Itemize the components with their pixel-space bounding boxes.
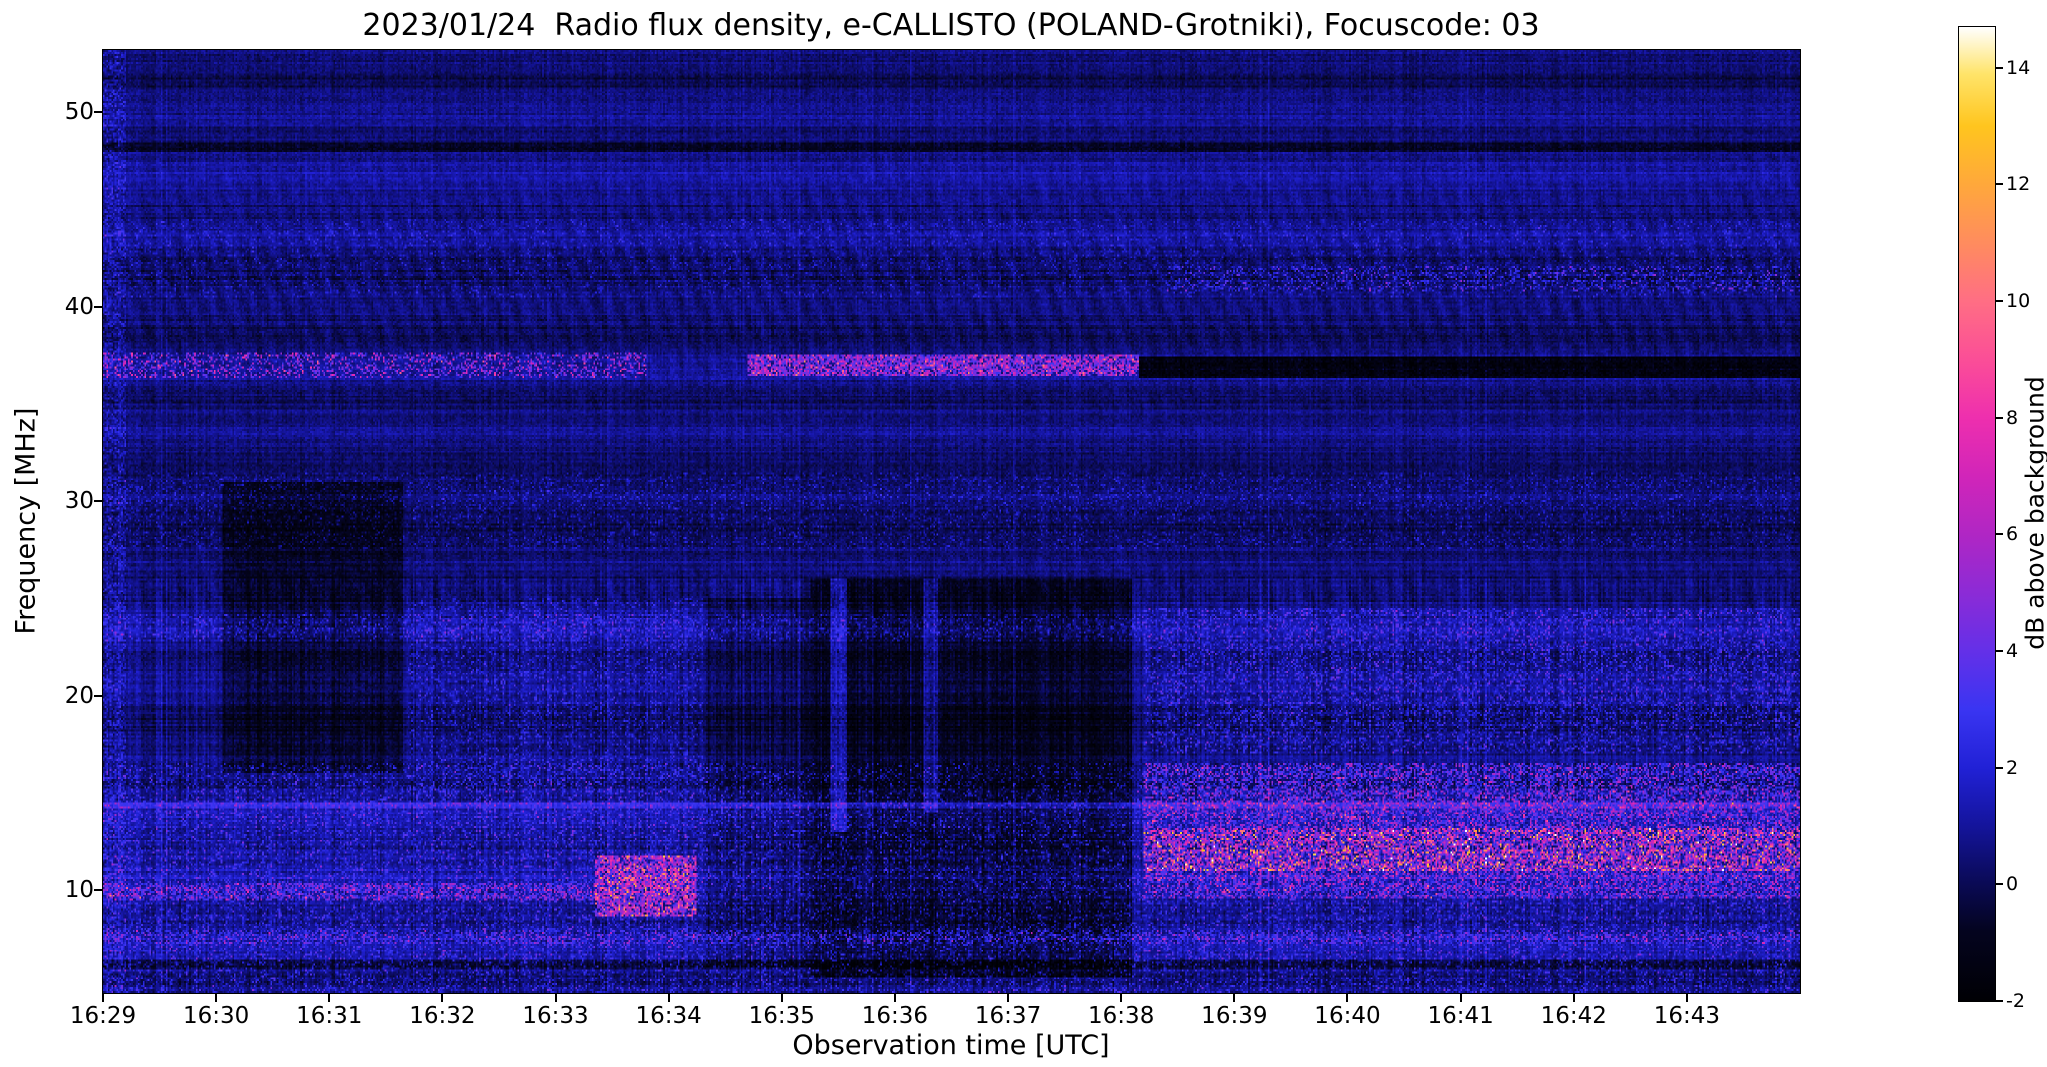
plot-area — [102, 49, 1801, 994]
x-tick-label: 16:43 — [1653, 1003, 1721, 1029]
x-tickmark — [1346, 994, 1349, 1002]
x-tick-label: 16:29 — [69, 1003, 137, 1029]
colorbar-tickmark — [1996, 66, 2003, 69]
x-tickmark — [1007, 994, 1010, 1002]
colorbar-tickmark — [1996, 300, 2003, 303]
x-tick-label: 16:38 — [1088, 1003, 1155, 1029]
colorbar-label: dB above background — [2020, 376, 2047, 650]
x-axis-label: Observation time [UTC] — [792, 1030, 1110, 1061]
colorbar-tickmark — [1996, 883, 2003, 886]
x-tickmark — [780, 994, 783, 1002]
x-tick-label: 16:40 — [1314, 1003, 1381, 1029]
y-tickmark — [94, 694, 102, 697]
x-tickmark — [1233, 994, 1236, 1002]
colorbar-tickmark — [1996, 416, 2003, 419]
x-tickmark — [893, 994, 896, 1002]
x-tick-label: 16:37 — [974, 1003, 1042, 1029]
x-tickmark — [1685, 994, 1688, 1002]
y-tickmark — [94, 111, 102, 114]
colorbar-tickmark — [1996, 183, 2003, 186]
x-tick-label: 16:42 — [1540, 1003, 1607, 1029]
x-tickmark — [1572, 994, 1575, 1002]
colorbar-tickmark — [1996, 650, 2003, 653]
x-tickmark — [328, 994, 331, 1002]
colorbar-tickmark — [1996, 533, 2003, 536]
x-tick-label: 16:32 — [409, 1003, 476, 1029]
colorbar-tickmark — [1996, 1000, 2003, 1002]
colorbar-gradient — [1959, 27, 1995, 1001]
chart-title: 2023/01/24 Radio flux density, e-CALLIST… — [362, 8, 1540, 43]
x-tickmark — [1120, 994, 1123, 1002]
colorbar — [1958, 26, 1996, 1002]
x-tick-label: 16:31 — [296, 1003, 363, 1029]
colorbar-tick-label: 6 — [2006, 523, 2019, 546]
x-tick-label: 16:30 — [182, 1003, 250, 1029]
y-tickmark — [94, 888, 102, 891]
x-tick-label: 16:39 — [1201, 1003, 1268, 1029]
x-tickmark — [554, 994, 557, 1002]
colorbar-tick-label: 14 — [2006, 56, 2031, 79]
x-tickmark — [441, 994, 444, 1002]
y-tickmark — [94, 500, 102, 503]
x-tick-label: 16:36 — [861, 1003, 929, 1029]
colorbar-tick-label: 4 — [2006, 640, 2019, 663]
spectrogram-canvas — [103, 50, 1800, 993]
colorbar-tick-label: 10 — [2006, 290, 2031, 313]
x-tick-label: 16:41 — [1427, 1003, 1494, 1029]
x-tickmark — [667, 994, 670, 1002]
x-tickmark — [215, 994, 218, 1002]
colorbar-tick-label: 0 — [2006, 873, 2019, 896]
colorbar-tick-label: 2 — [2006, 756, 2019, 779]
x-tickmark — [1459, 994, 1462, 1002]
y-tick-label: 20 — [64, 682, 94, 709]
colorbar-tickmark — [1996, 766, 2003, 769]
colorbar-tick-label: 8 — [2006, 406, 2019, 429]
x-tick-label: 16:34 — [635, 1003, 702, 1029]
x-tick-label: 16:33 — [522, 1003, 589, 1029]
y-axis-label: Frequency [MHz] — [10, 407, 42, 635]
y-tick-label: 30 — [64, 488, 94, 515]
colorbar-tick-label: -2 — [2006, 990, 2025, 1012]
colorbar-tick-label: 12 — [2006, 173, 2031, 196]
y-tick-label: 10 — [64, 876, 94, 903]
y-tick-label: 50 — [64, 99, 94, 126]
x-tickmark — [102, 994, 104, 1002]
y-tickmark — [94, 305, 102, 308]
x-tick-label: 16:35 — [748, 1003, 815, 1029]
y-tick-label: 40 — [64, 293, 94, 320]
